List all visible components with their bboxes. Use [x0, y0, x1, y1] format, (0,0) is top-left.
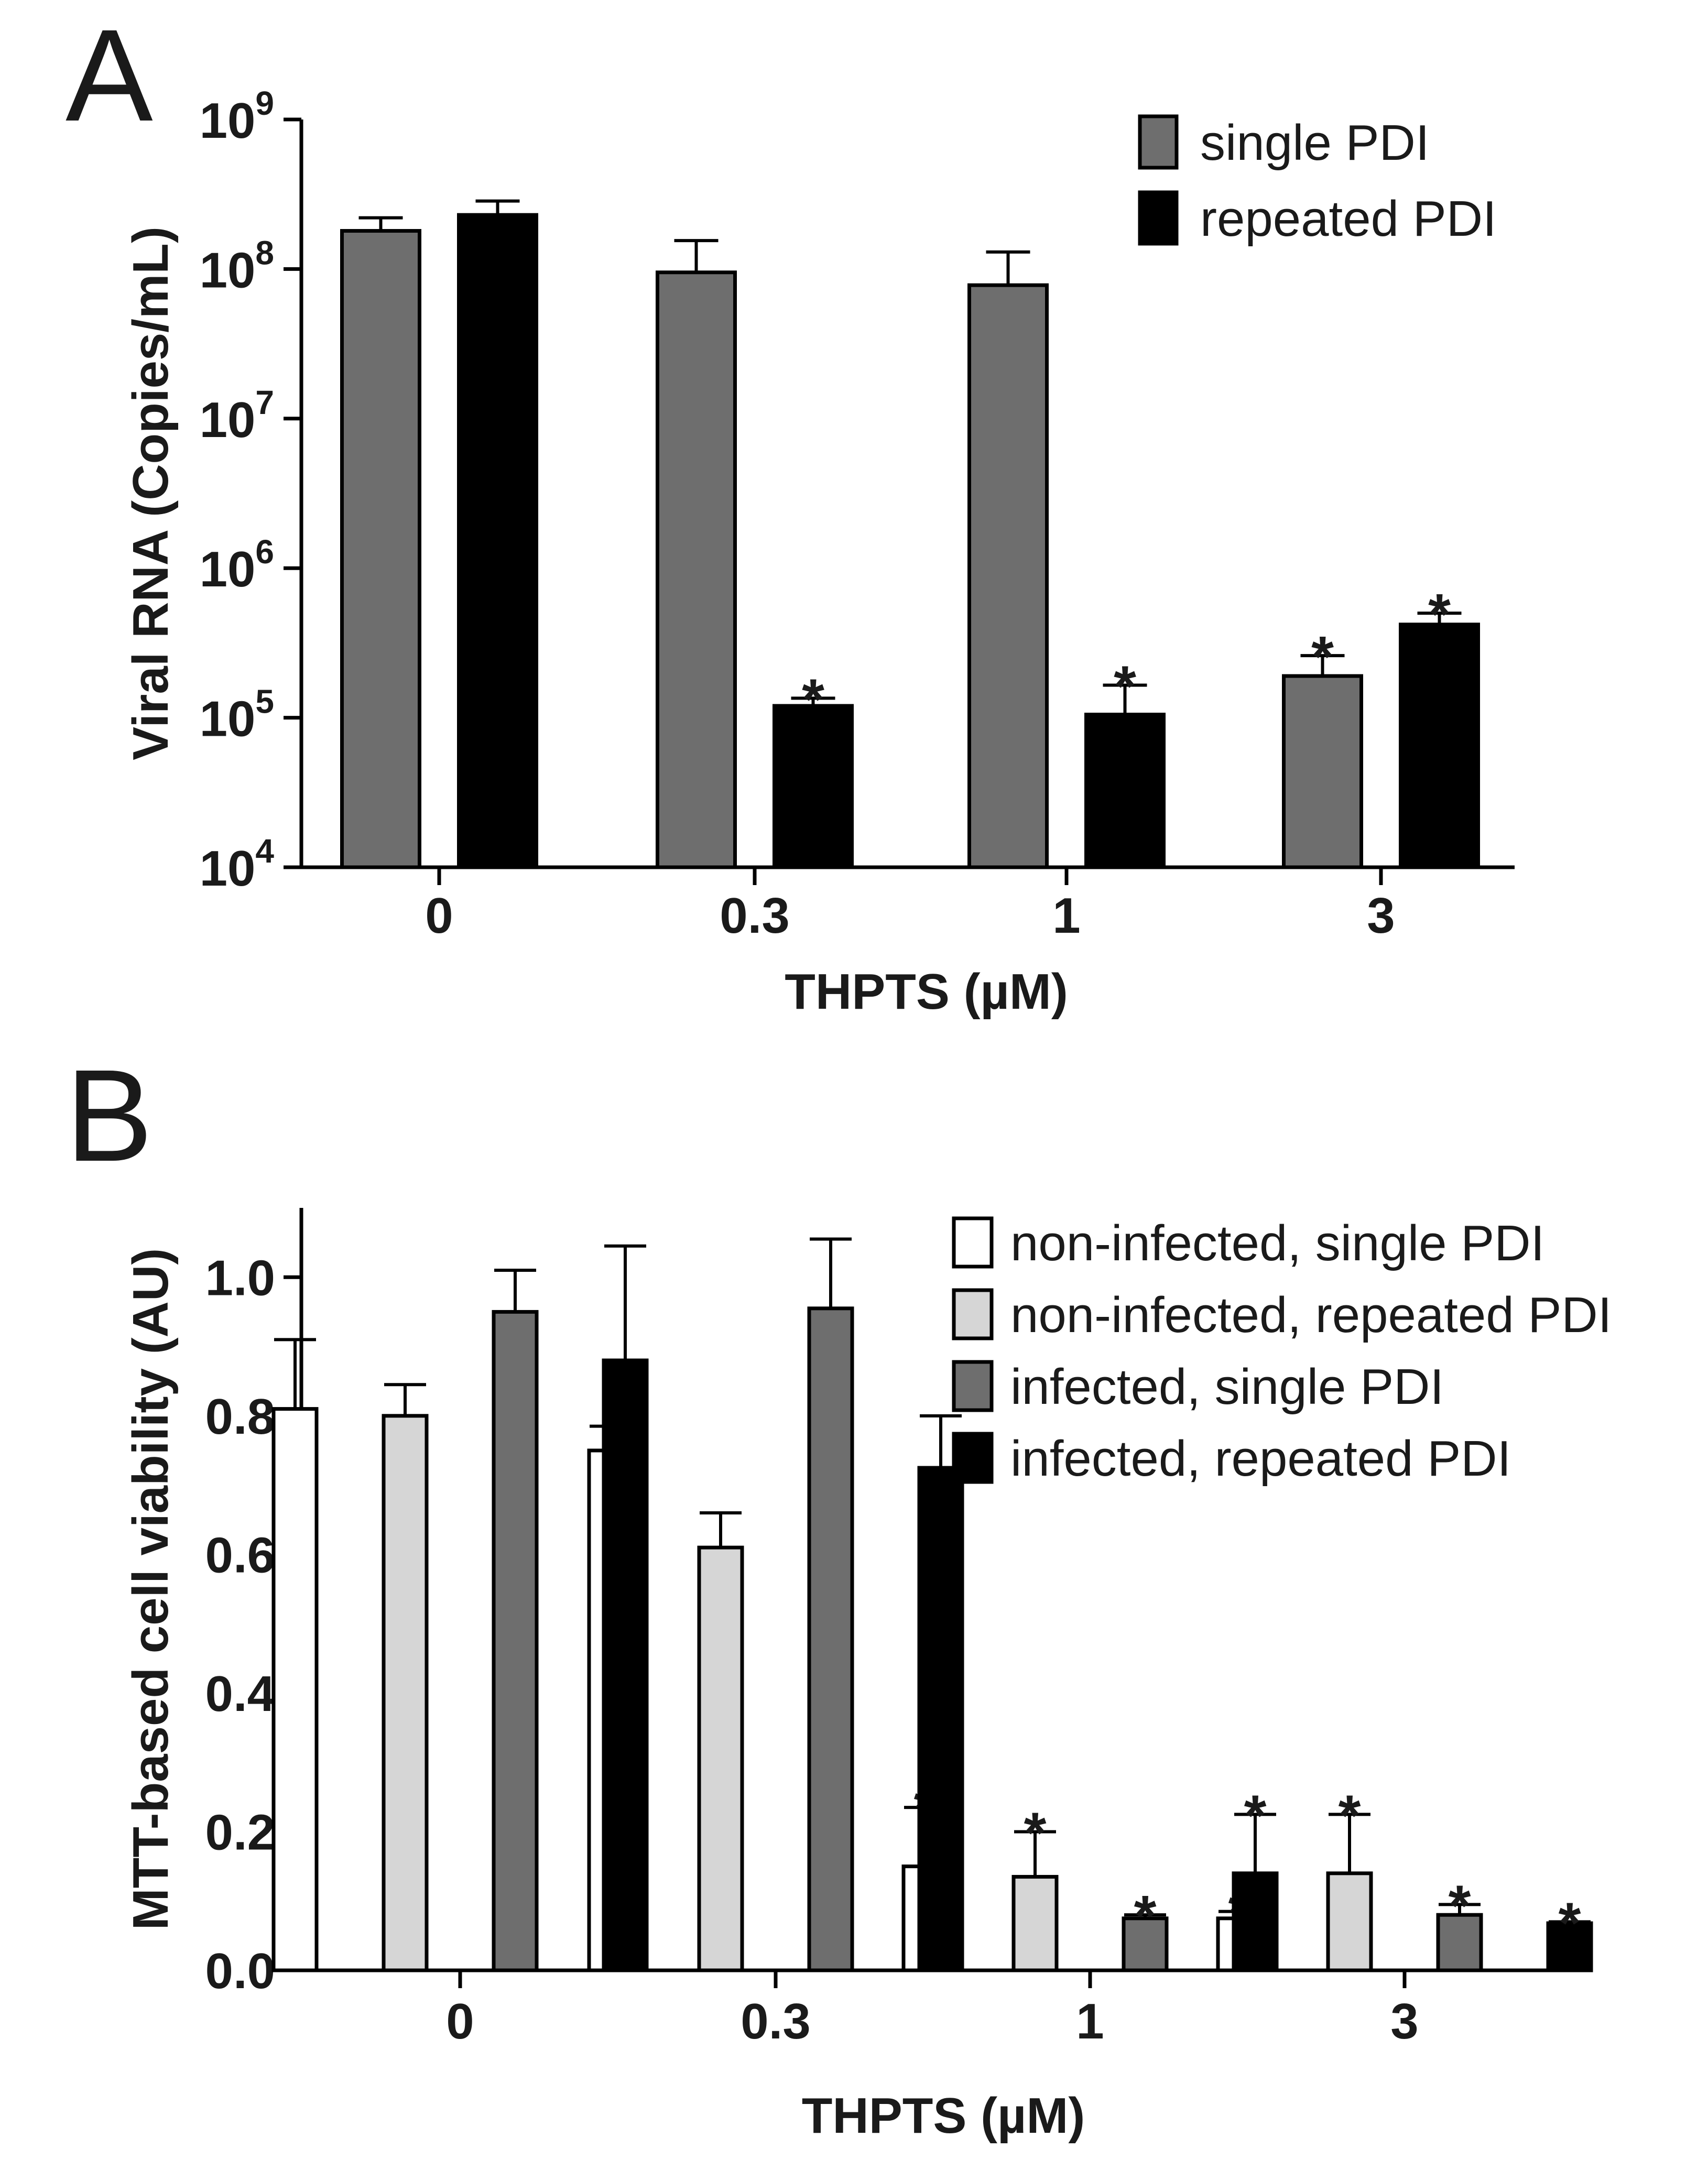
panel-a-significance-star: *: [1311, 625, 1334, 689]
panel-a-y-tick-label: 109: [200, 84, 274, 149]
panel-a-legend-swatch: [1138, 114, 1179, 170]
panel-b-y-tick-label: 0.8: [205, 1389, 275, 1445]
panel-a-legend-label: repeated PDI: [1200, 191, 1497, 247]
panel-a-significance-star: *: [1428, 582, 1451, 647]
panel-a-x-tick-label: 0.3: [720, 888, 789, 944]
panel-a-bar: [1282, 674, 1363, 869]
panel-b-bar: [917, 1466, 964, 1972]
panel-a-bar: [967, 283, 1049, 869]
panel-a-y-axis-title: Viral RNA (Copies/mL): [123, 226, 179, 760]
panel-a-letter: A: [66, 2, 153, 148]
panel-a-y-tick-label: 105: [200, 683, 274, 747]
panel-b-legend-swatch: [952, 1360, 994, 1412]
panel-b-legend-label: infected, single PDI: [1010, 1359, 1444, 1415]
panel-a-significance-star: *: [1114, 655, 1136, 719]
panel-a-legend-swatch: [1138, 190, 1179, 246]
panel-a-x-tick-label: 1: [1052, 888, 1080, 944]
panel-a-bar: [457, 213, 538, 869]
panel-b-bar: [602, 1358, 649, 1972]
panel-a-x-tick-label: 0: [425, 888, 453, 944]
panel-b-y-tick-label: 0.4: [205, 1666, 275, 1722]
panel-b-significance-star: *: [1134, 1884, 1157, 1948]
panel-b-bar: [271, 1407, 319, 1972]
panel-b-bar: [492, 1310, 539, 1972]
panel-b-significance-star: *: [1024, 1801, 1047, 1865]
panel-b-x-tick-label: 0.3: [741, 1993, 810, 2049]
panel-a-legend-label: single PDI: [1200, 115, 1430, 171]
panel-b-legend-swatch: [952, 1288, 994, 1340]
panel-a-bar: [1084, 713, 1166, 869]
panel-a-bar: [340, 229, 421, 869]
panel-b-bar: [1011, 1874, 1059, 1972]
panel-b-y-tick-label: 0.6: [205, 1527, 275, 1583]
panel-b-chart: B 0.0 0.2 0.4 0.6 0.8 1.0 0 0.3 1 3 THPTS (µM) MTT-b…: [66, 1042, 1612, 2144]
panel-b-bar: [1436, 1913, 1483, 1972]
panel-b-x-tick-label: 1: [1076, 1993, 1104, 2049]
panel-b-y-tick-label: 0.2: [205, 1804, 275, 1860]
panel-b-bar: [697, 1545, 744, 1972]
panel-b-legend-label: non-infected, single PDI: [1010, 1215, 1544, 1271]
panel-b-significance-star: *: [1244, 1783, 1267, 1848]
panel-b-y-tick-label: 0.0: [205, 1943, 275, 1999]
panel-b-bar: [1546, 1921, 1593, 1972]
panel-a-bar: [656, 270, 737, 869]
panel-b-x-axis-title: THPTS (µM): [802, 2088, 1085, 2144]
panel-b-letter: B: [66, 1042, 153, 1188]
panel-b-y-tick-label: 1.0: [205, 1250, 275, 1306]
panel-b-legend-swatch: [952, 1432, 994, 1484]
panel-a-y-tick-label: 106: [200, 533, 274, 597]
panel-b-bar: [807, 1306, 854, 1972]
panel-b-bar: [1122, 1916, 1169, 1972]
panel-a-chart: A 104 105 106 107 108 109 0 0.3 1 3 THPTS (µM) Viral…: [66, 2, 1515, 1020]
panel-b-y-axis-title: MTT-based cell viability (AU): [123, 1248, 179, 1931]
panel-a-x-axis-title: THPTS (µM): [785, 964, 1068, 1020]
panel-a-bar: [773, 704, 854, 869]
panel-b-bar: [1326, 1871, 1373, 1972]
panel-b-significance-star: *: [1449, 1873, 1471, 1938]
panel-b-legend-label: non-infected, repeated PDI: [1010, 1287, 1612, 1343]
panel-b-bar: [1232, 1871, 1279, 1972]
panel-b-legend-label: infected, repeated PDI: [1010, 1431, 1511, 1487]
panel-b-significance-star: *: [1559, 1891, 1581, 1955]
panel-a-significance-star: *: [802, 667, 824, 732]
panel-a-bar: [1399, 623, 1480, 869]
panel-b-significance-star: *: [1339, 1783, 1361, 1848]
panel-a-x-tick-label: 3: [1367, 888, 1395, 944]
panel-b-x-tick-label: 3: [1390, 1993, 1418, 2049]
panel-a-y-tick-label: 108: [200, 234, 274, 298]
panel-a-y-tick-label: 107: [200, 384, 274, 448]
panel-b-legend-swatch: [952, 1216, 994, 1269]
panel-b-x-tick-label: 0: [446, 1993, 474, 2049]
panel-b-bar: [382, 1414, 429, 1972]
panel-a-y-tick-label: 104: [200, 832, 275, 897]
